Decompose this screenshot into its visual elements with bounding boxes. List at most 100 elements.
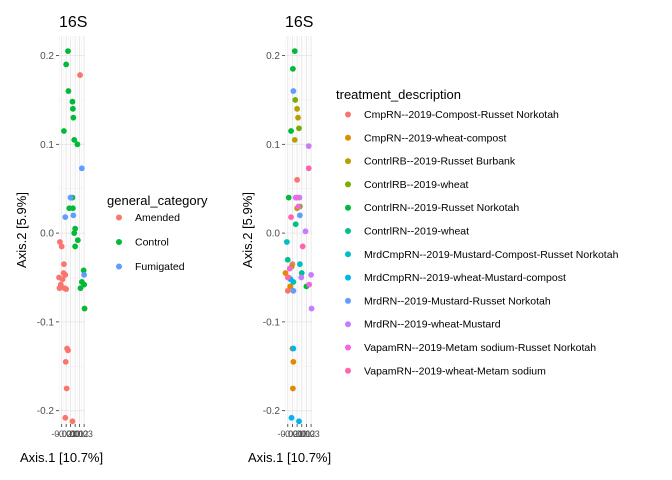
legend-label: ContrlRB--2019-Russet Burbank	[364, 156, 516, 168]
data-point	[291, 48, 298, 54]
y-tick-label: 0.1	[266, 140, 280, 151]
data-point	[305, 143, 312, 149]
x-tick-label: -0.02	[51, 429, 72, 439]
data-point	[71, 230, 78, 237]
data-point	[69, 418, 76, 425]
data-point	[285, 194, 292, 201]
data-point	[61, 261, 67, 268]
data-point	[69, 105, 76, 112]
data-point	[284, 256, 291, 263]
legend-label: Amended	[135, 212, 180, 224]
chart-title: 16S	[285, 14, 313, 31]
data-point	[308, 305, 315, 312]
legend-title: general_category	[107, 193, 208, 208]
data-point	[67, 194, 74, 201]
x-tick-label: 0.02	[298, 429, 316, 439]
y-tick-label: -0.2	[263, 406, 281, 417]
data-point	[282, 270, 289, 276]
data-point	[74, 237, 81, 244]
legend-key	[345, 158, 351, 165]
legend-label: ContrlRN--2019-Russet Norkotah	[364, 202, 519, 214]
x-tick-label: -0.01	[56, 429, 77, 439]
data-point	[65, 48, 71, 54]
data-point	[295, 114, 301, 121]
legend-label: CmpRN--2019-Compost-Russet Norkotah	[364, 109, 559, 121]
data-point	[287, 283, 294, 290]
data-point	[296, 418, 302, 425]
legend-label: MrdRN--2019-Mustard-Russet Norkotah	[364, 295, 551, 307]
legend-label: Control	[135, 237, 169, 249]
x-tick-label: 0.03	[75, 429, 93, 439]
data-point	[69, 205, 76, 212]
data-point	[299, 243, 306, 250]
y-axis-title: Axis.2 [5.9%]	[14, 192, 29, 268]
legend-key	[345, 111, 351, 118]
chart-panel-2: 16S 0.2 0.1 0.0 -0.1 -0.2 -0.02-0.010.000.010.…	[240, 14, 619, 465]
data-point	[288, 214, 294, 221]
legend-label: MrdCmpRN--2019-wheat-Mustard-compost	[364, 272, 566, 284]
data-point	[306, 281, 313, 288]
chart-panel-1: 16S 0.2 0.1 0.0 -0.1 -0.2 -0.02-0.010.000.010.…	[14, 14, 208, 465]
legend-key	[345, 344, 351, 351]
data-point	[284, 287, 291, 294]
data-point	[291, 136, 298, 143]
data-point	[290, 345, 297, 352]
data-point	[295, 203, 302, 210]
legend-label: VapamRN--2019-wheat-Metam sodium	[364, 365, 546, 377]
legend-key	[345, 297, 351, 304]
data-point	[69, 98, 76, 105]
legend-label: ContrlRB--2019-wheat	[364, 179, 469, 191]
data-point	[292, 97, 299, 103]
legend-key	[116, 214, 122, 221]
legend-key	[345, 181, 351, 188]
data-point	[78, 165, 85, 172]
data-point	[290, 358, 297, 365]
y-tick-label: -0.1	[37, 317, 55, 328]
y-tick-label: -0.1	[263, 317, 281, 328]
data-point	[294, 194, 301, 201]
data-point	[296, 261, 303, 268]
data-point	[74, 141, 81, 148]
y-axis-title: Axis.2 [5.9%]	[240, 192, 255, 268]
data-point	[70, 212, 77, 219]
data-point	[308, 271, 314, 278]
data-point	[63, 385, 70, 392]
data-point	[72, 225, 79, 232]
y-tick-label: 0.0	[40, 229, 54, 240]
x-tick-label: 0.00	[288, 429, 306, 439]
chart-title: 16S	[59, 14, 87, 31]
data-point	[77, 72, 83, 78]
legend-key	[116, 239, 122, 245]
legend-key	[345, 204, 351, 211]
data-point	[60, 270, 67, 276]
legend-key	[345, 367, 351, 374]
data-point	[286, 265, 293, 272]
data-point	[302, 228, 309, 235]
data-point	[65, 347, 71, 354]
y-tick-label: 0.1	[40, 140, 54, 151]
x-tick-label: 0.01	[66, 429, 84, 439]
legend: treatment_description CmpRN--2019-Compost…	[336, 87, 619, 377]
data-point	[61, 128, 67, 134]
data-point	[305, 165, 312, 172]
legend-key	[345, 321, 351, 328]
data-point	[63, 61, 70, 68]
legend-key	[116, 263, 122, 270]
data-point	[294, 176, 301, 183]
legend-key	[345, 274, 351, 281]
legend-key	[345, 134, 351, 141]
legend-label: MrdCmpRN--2019-Mustard-Compost-Russet No…	[364, 249, 619, 261]
data-point	[70, 114, 77, 121]
data-point	[284, 274, 291, 281]
data-point	[58, 243, 65, 250]
legend-key	[345, 251, 351, 258]
data-point	[294, 105, 301, 112]
data-point	[290, 385, 296, 392]
x-tick-label: 0.02	[71, 429, 89, 439]
legend-key	[345, 228, 351, 234]
legend-label: CmpRN--2019-wheat-compost	[364, 132, 506, 144]
x-tick-label: -0.01	[282, 429, 303, 439]
data-point	[288, 414, 295, 421]
data-point	[298, 274, 305, 281]
